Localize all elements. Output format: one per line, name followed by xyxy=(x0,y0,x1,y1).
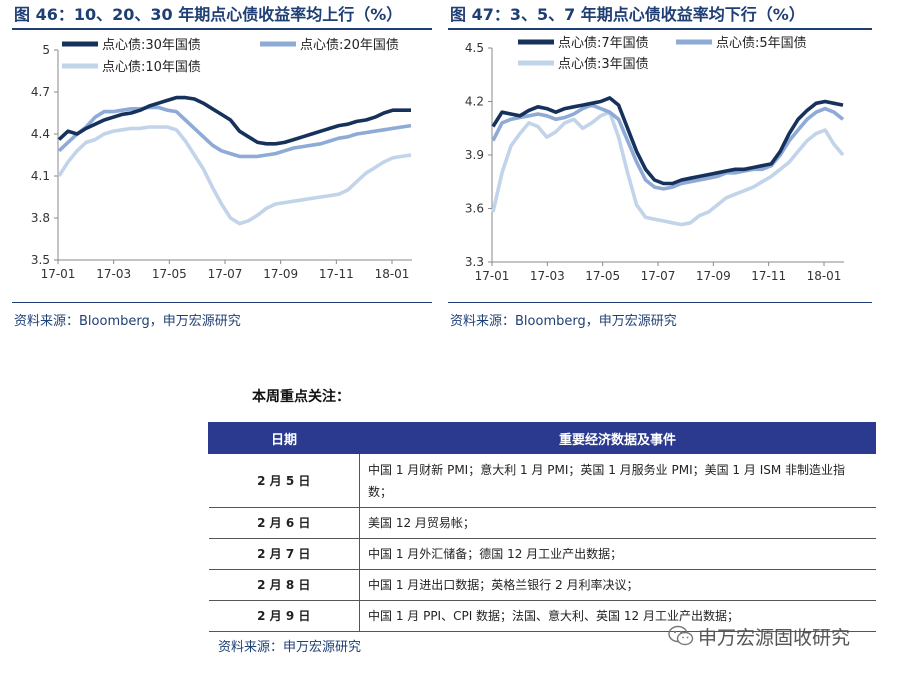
y-tick-label: 3.5 xyxy=(31,253,50,267)
event-description: 中国 1 月进出口数据；英格兰银行 2 月利率决议； xyxy=(359,569,876,601)
x-tick-label: 17-05 xyxy=(585,269,620,283)
legend-label: 点心债:7年国债 xyxy=(558,36,649,51)
series-line-3 xyxy=(491,110,845,227)
y-tick-label: 5 xyxy=(42,43,50,57)
x-tick-label: 17-07 xyxy=(208,267,243,281)
y-tick-label: 3.9 xyxy=(465,148,484,162)
figure-47-bottom-rule xyxy=(448,302,872,303)
x-tick-label: 18-01 xyxy=(807,269,842,283)
x-tick-label: 17-05 xyxy=(152,267,187,281)
watermark-text: 申万宏源固收研究 xyxy=(698,626,851,649)
table-header-row: 日期 重要经济数据及事件 xyxy=(208,422,876,454)
chart-47: 3.3 3.6 3.9 4.2 4.5 17-01 17-03 17-05 17-07 17-09… xyxy=(465,36,845,283)
event-date: 2 月 8 日 xyxy=(208,569,360,601)
event-description: 中国 1 月财新 PMI；意大利 1 月 PMI；英国 1 月服务业 PMI；美… xyxy=(359,453,876,508)
table-row: 2 月 9 日 中国 1 月 PPI、CPI 数据；法国、意大利、英国 12 月… xyxy=(208,600,876,632)
x-tick-label: 17-07 xyxy=(641,269,676,283)
x-tick-label: 17-09 xyxy=(696,269,731,283)
y-tick-label: 4.1 xyxy=(31,169,50,183)
x-tick-label: 17-03 xyxy=(96,267,131,281)
event-date: 2 月 6 日 xyxy=(208,507,360,539)
x-tick-label: 17-09 xyxy=(263,267,298,281)
legend-label: 点心债:30年国债 xyxy=(102,38,201,53)
event-description: 美国 12 月贸易帐； xyxy=(359,507,876,539)
series-line-3 xyxy=(57,125,412,226)
table-row: 2 月 8 日 中国 1 月进出口数据；英格兰银行 2 月利率决议； xyxy=(208,569,876,601)
figure-46-source: 资料来源：Bloomberg，申万宏源研究 xyxy=(14,314,241,329)
table-row: 2 月 5 日 中国 1 月财新 PMI；意大利 1 月 PMI；英国 1 月服… xyxy=(208,453,876,508)
column-header-event: 重要经济数据及事件 xyxy=(359,422,876,454)
y-tick-label: 4.5 xyxy=(465,41,484,55)
x-tick-label: 17-03 xyxy=(530,269,565,283)
figure-47-top-rule xyxy=(448,28,872,30)
figure-46-top-rule xyxy=(12,28,432,30)
figure-47-title: 图 47：3、5、7 年期点心债收益率均下行（%） xyxy=(450,5,805,24)
legend-label: 点心债:10年国债 xyxy=(102,60,201,75)
y-tick-label: 4.7 xyxy=(31,85,50,99)
x-tick-label: 17-01 xyxy=(475,269,510,283)
table-source: 资料来源：申万宏源研究 xyxy=(218,640,362,655)
y-tick-label: 4.2 xyxy=(465,95,484,109)
event-date: 2 月 9 日 xyxy=(208,600,360,632)
series-line-1 xyxy=(57,95,411,146)
figure-46-title: 图 46：10、20、30 年期点心债收益率均上行（%） xyxy=(14,5,403,24)
series-line-1 xyxy=(491,96,844,186)
watermark: 申万宏源固收研究 xyxy=(668,621,850,651)
chart-46: 3.5 3.8 4.1 4.4 4.7 5 17-01 17-03 17-05 17-07 17-0… xyxy=(31,38,412,281)
event-description: 中国 1 月 PPI、CPI 数据；法国、意大利、英国 12 月工业产出数据； xyxy=(359,600,876,632)
x-tick-label: 18-01 xyxy=(375,267,410,281)
wechat-icon xyxy=(668,625,694,646)
event-date: 2 月 5 日 xyxy=(208,453,360,508)
table-row: 2 月 7 日 中国 1 月外汇储备；德国 12 月工业产出数据； xyxy=(208,538,876,570)
section-title: 本周重点关注： xyxy=(252,389,350,405)
event-description: 中国 1 月外汇储备；德国 12 月工业产出数据； xyxy=(359,538,876,570)
events-table: 日期 重要经济数据及事件 2 月 5 日 中国 1 月财新 PMI；意大利 1 … xyxy=(208,422,876,632)
series-line-2 xyxy=(57,105,412,159)
event-date: 2 月 7 日 xyxy=(208,538,360,570)
series-line-2 xyxy=(491,103,845,191)
y-tick-label: 3.3 xyxy=(465,255,484,269)
y-tick-label: 4.4 xyxy=(31,127,50,141)
x-tick-label: 17-11 xyxy=(319,267,354,281)
y-tick-label: 3.8 xyxy=(31,211,50,225)
x-tick-label: 17-01 xyxy=(41,267,76,281)
x-tick-label: 17-11 xyxy=(751,269,786,283)
legend-label: 点心债:5年国债 xyxy=(716,36,807,51)
legend-label: 点心债:3年国债 xyxy=(558,57,649,72)
legend-label: 点心债:20年国债 xyxy=(300,38,399,53)
y-tick-label: 3.6 xyxy=(465,202,484,216)
table-row: 2 月 6 日 美国 12 月贸易帐； xyxy=(208,507,876,539)
column-header-date: 日期 xyxy=(208,422,360,454)
figure-47-source: 资料来源：Bloomberg，申万宏源研究 xyxy=(450,314,677,329)
figure-46-bottom-rule xyxy=(12,302,432,303)
